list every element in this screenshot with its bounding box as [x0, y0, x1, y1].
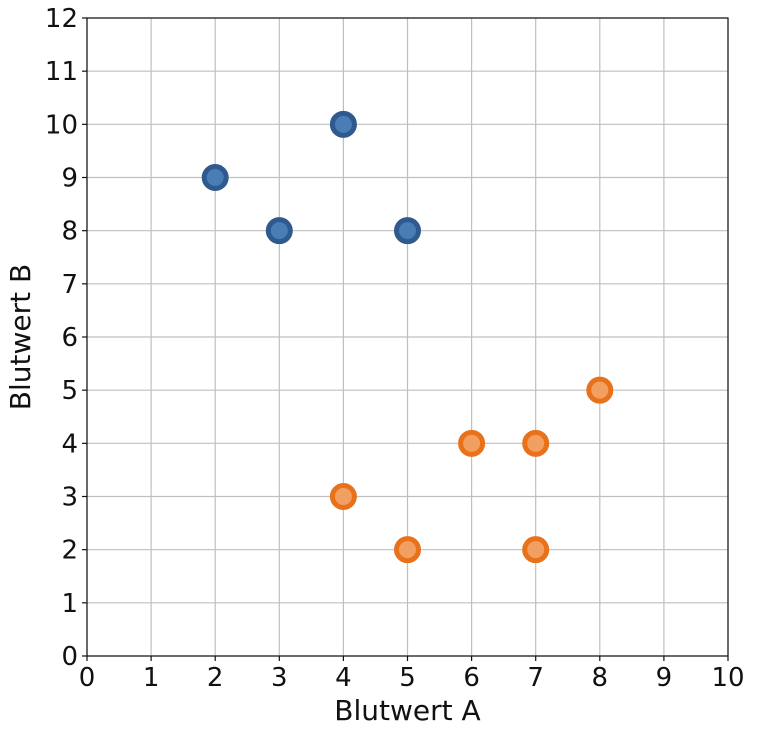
- x-axis-label: Blutwert A: [334, 694, 480, 727]
- y-tick-label: 2: [61, 536, 78, 566]
- data-point: [329, 110, 357, 138]
- data-point: [458, 429, 486, 457]
- data-points: [201, 110, 614, 564]
- y-tick-label: 0: [61, 642, 78, 672]
- x-tick-label: 9: [656, 663, 673, 693]
- data-point: [586, 376, 614, 404]
- y-tick-label: 9: [61, 164, 78, 194]
- y-tick-label: 4: [61, 429, 78, 459]
- data-point-center: [594, 385, 605, 396]
- data-point-center: [274, 225, 285, 236]
- y-tick-label: 6: [61, 323, 78, 353]
- data-point-center: [530, 438, 541, 449]
- data-point: [394, 217, 421, 245]
- data-point-center: [530, 544, 541, 555]
- data-point: [522, 536, 550, 564]
- y-tick-label: 10: [45, 110, 78, 140]
- data-point-center: [338, 119, 349, 130]
- data-point: [394, 536, 421, 564]
- data-point: [522, 429, 550, 457]
- y-axis-label: Blutwert B: [4, 264, 37, 410]
- data-point-center: [402, 225, 413, 236]
- y-tick-label: 11: [45, 57, 78, 87]
- x-tick-label: 7: [527, 663, 544, 693]
- x-tick-label: 1: [143, 663, 160, 693]
- data-point-center: [402, 544, 413, 555]
- y-tick-label: 3: [61, 483, 78, 513]
- data-point: [201, 164, 229, 191]
- data-point: [329, 483, 357, 510]
- x-tick-label: 3: [271, 663, 288, 693]
- y-tick-label: 12: [45, 4, 78, 34]
- data-point-center: [338, 491, 349, 502]
- x-tick-label: 5: [399, 663, 416, 693]
- data-point-center: [466, 438, 477, 449]
- y-tick-label: 8: [61, 217, 78, 247]
- x-tick-label: 0: [79, 663, 96, 693]
- y-tick-label: 5: [61, 376, 78, 406]
- x-tick-label: 6: [463, 663, 480, 693]
- y-tick-label: 1: [61, 589, 78, 619]
- x-tick-label: 4: [335, 663, 352, 693]
- y-tick-label: 7: [61, 270, 78, 300]
- data-point: [265, 217, 293, 245]
- data-point-center: [210, 172, 221, 183]
- x-tick-label: 10: [711, 663, 744, 693]
- x-tick-label: 2: [207, 663, 224, 693]
- x-tick-label: 8: [592, 663, 609, 693]
